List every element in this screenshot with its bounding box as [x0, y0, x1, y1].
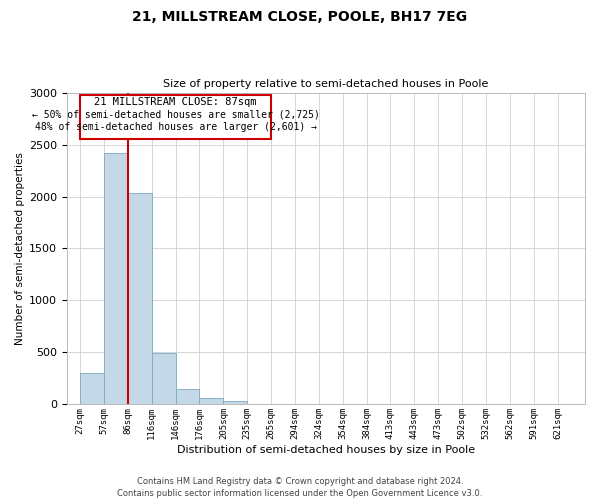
Text: 48% of semi-detached houses are larger (2,601) →: 48% of semi-detached houses are larger (…	[35, 122, 317, 132]
Bar	[199, 398, 223, 404]
Bar	[223, 402, 247, 404]
Bar	[104, 153, 128, 405]
Text: 21, MILLSTREAM CLOSE, POOLE, BH17 7EG: 21, MILLSTREAM CLOSE, POOLE, BH17 7EG	[133, 10, 467, 24]
Bar	[128, 194, 152, 404]
Bar	[80, 373, 104, 404]
X-axis label: Distribution of semi-detached houses by size in Poole: Distribution of semi-detached houses by …	[177, 445, 475, 455]
Bar	[176, 389, 199, 404]
Title: Size of property relative to semi-detached houses in Poole: Size of property relative to semi-detach…	[163, 79, 488, 89]
FancyBboxPatch shape	[80, 94, 271, 140]
Text: Contains HM Land Registry data © Crown copyright and database right 2024.
Contai: Contains HM Land Registry data © Crown c…	[118, 476, 482, 498]
Text: ← 50% of semi-detached houses are smaller (2,725): ← 50% of semi-detached houses are smalle…	[32, 110, 320, 120]
Bar	[152, 354, 176, 405]
Text: 21 MILLSTREAM CLOSE: 87sqm: 21 MILLSTREAM CLOSE: 87sqm	[94, 97, 257, 107]
Y-axis label: Number of semi-detached properties: Number of semi-detached properties	[15, 152, 25, 345]
